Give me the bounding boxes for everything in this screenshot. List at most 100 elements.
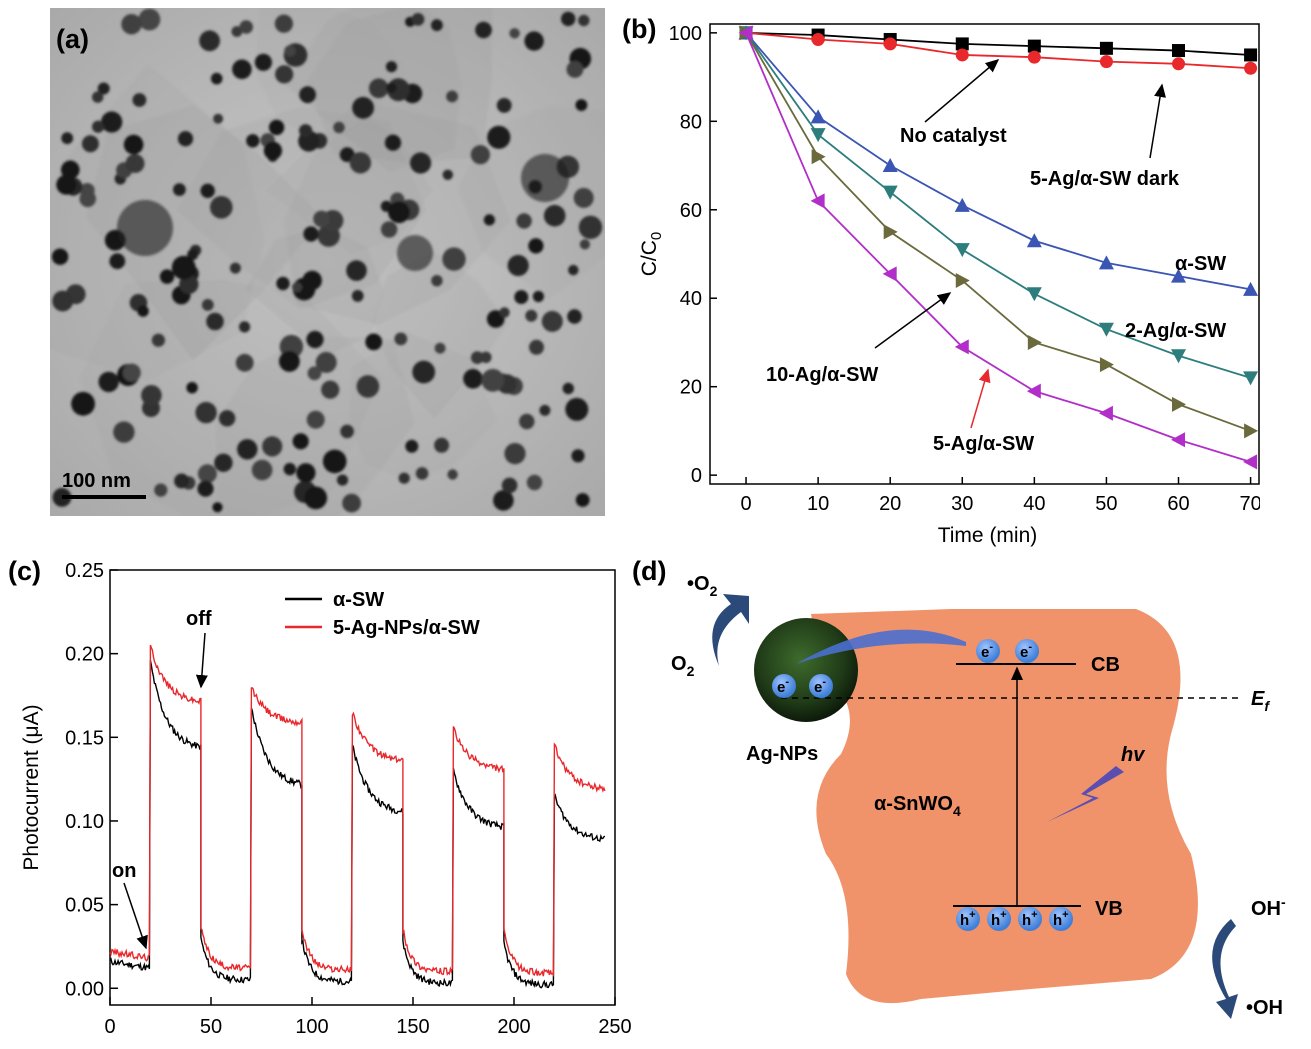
data-point [1026, 233, 1042, 248]
label-10ag: 10-Ag/α-SW [766, 364, 878, 386]
nanoparticle [98, 371, 119, 393]
data-point [1027, 50, 1041, 64]
nanoparticle [352, 96, 374, 119]
hole-2-label: h+ [991, 909, 1007, 929]
nanoparticle [195, 401, 217, 424]
nanoparticle [411, 13, 425, 26]
nanoparticle [154, 483, 168, 497]
y-tick-label: 0.20 [65, 644, 104, 666]
data-point [883, 37, 897, 51]
nanoparticle [109, 253, 126, 270]
label-no-catalyst: No catalyst [900, 125, 1007, 147]
o2-label: O2 [671, 653, 695, 679]
nanoparticle [578, 14, 590, 27]
nanoparticle [199, 30, 221, 52]
nanoparticle [251, 459, 273, 481]
nanoparticle [385, 61, 398, 73]
nanoparticle [177, 131, 194, 147]
data-point [1099, 55, 1113, 69]
data-point [1171, 349, 1187, 364]
nanoparticle [346, 260, 367, 281]
tem-sheet [457, 106, 605, 299]
o2-curved-arrow [712, 594, 749, 666]
nanoparticle [405, 439, 419, 453]
series-line [745, 32, 1251, 432]
nanoparticle [306, 330, 324, 349]
series-line [745, 32, 1251, 291]
nanoparticle [81, 135, 99, 153]
hole-2 [987, 907, 1011, 931]
nanoparticle [92, 120, 105, 133]
nanoparticle [524, 31, 544, 51]
o2r-sub: 2 [710, 583, 718, 599]
e-ag1: e [777, 679, 785, 696]
x-tick-label: 20 [879, 493, 901, 515]
arrow-off [195, 632, 208, 689]
electron-cb-2 [1015, 639, 1039, 663]
nanoparticle [514, 290, 529, 305]
data-point [955, 273, 970, 289]
nanoparticle [398, 472, 410, 484]
series-5-Ag/α-SW dark [739, 26, 1258, 75]
nanoparticle [197, 464, 217, 484]
series-10-Ag/α-SW [739, 25, 1259, 439]
particle-cluster [117, 200, 173, 256]
data-point [1243, 454, 1258, 470]
oh-radical-label: •OH [1246, 997, 1283, 1019]
nanoparticle [141, 385, 162, 406]
nanoparticle [571, 449, 585, 463]
nanoparticle [351, 290, 364, 302]
electron-cb-2-label: e- [1020, 641, 1032, 661]
y-tick-label: 20 [680, 377, 702, 399]
hole-1-label: h+ [960, 909, 976, 929]
nanoparticle [239, 321, 251, 333]
nanoparticle [568, 264, 579, 276]
panel-c-label: (c) [8, 556, 41, 586]
nanoparticle [573, 187, 594, 208]
data-point [811, 149, 826, 165]
annot-off: off [186, 608, 212, 630]
nanoparticle [279, 351, 300, 372]
chart-c: 0501001502002500.000.050.100.150.200.25T… [20, 560, 632, 1038]
nanoparticle [159, 269, 175, 284]
hole-4 [1049, 907, 1073, 931]
nanoparticle [541, 310, 563, 332]
nanoparticle [92, 91, 104, 103]
nanoparticle [526, 474, 543, 491]
series-line [745, 32, 1251, 379]
nanoparticle [470, 145, 490, 165]
nanoparticle [434, 437, 450, 453]
e-cb2-sup: - [1028, 641, 1032, 653]
ohm-main: OH [1251, 898, 1281, 920]
nanoparticle [71, 391, 95, 416]
series-line [745, 31, 1251, 70]
nanoparticle [578, 215, 603, 239]
nanoparticle [268, 119, 285, 136]
legend-a-sw: α-SW [333, 589, 384, 611]
nanoparticle [237, 439, 258, 460]
nanoparticle [197, 480, 214, 497]
data-point [955, 37, 969, 51]
nanoparticle [342, 493, 361, 513]
y-axis-label: C/C0 [638, 232, 665, 277]
data-point [1243, 281, 1259, 296]
nanoparticle [412, 360, 436, 384]
plot-frame [109, 569, 616, 1006]
data-point [954, 243, 970, 258]
plot-frame [709, 23, 1260, 485]
snwo4-body [811, 609, 1198, 1004]
x-tick-label: 50 [1095, 493, 1117, 515]
nanoparticle [388, 201, 410, 224]
nanoparticle [539, 404, 551, 416]
y-axis-label: Photocurrent (μA) [20, 704, 43, 870]
nanoparticle [200, 183, 215, 198]
data-point [1171, 268, 1187, 283]
hole-3 [1018, 907, 1042, 931]
nanoparticle [213, 113, 224, 124]
nanoparticle [239, 20, 253, 34]
ag-np-sphere [754, 618, 858, 722]
arrow-5ag-dark [1149, 83, 1166, 159]
e-cb1: e [981, 644, 989, 661]
h1-sup: + [969, 909, 975, 921]
nanoparticle [122, 363, 141, 382]
